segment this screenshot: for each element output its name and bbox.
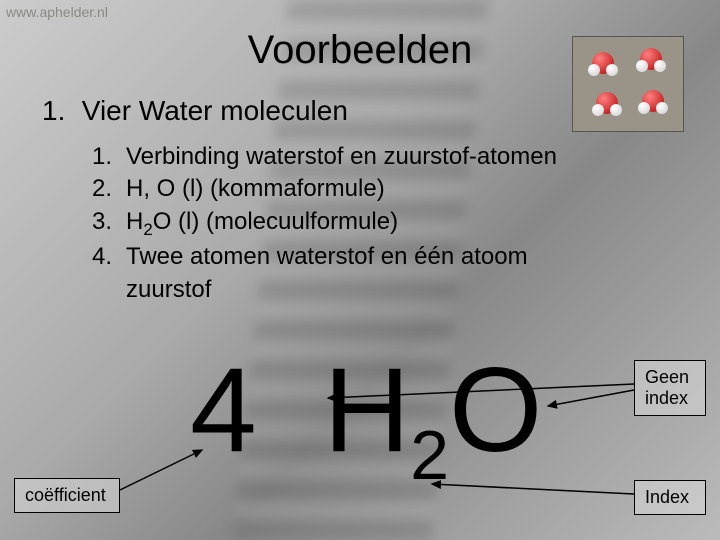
formula-element-h: H [323, 343, 410, 477]
molecule-thumbnail [572, 36, 684, 132]
sub-item-number: 2. [92, 173, 126, 205]
sub-list: 1.Verbinding waterstof en zuurstof-atome… [92, 141, 720, 306]
sub-item-text: H, O (l) (kommaformule) [126, 173, 385, 205]
formula-subscript: 2 [410, 416, 449, 494]
label-index: Index [634, 480, 706, 515]
sub-list-item: 1.Verbinding waterstof en zuurstof-atome… [92, 141, 720, 173]
chemical-formula: 4 H2O [190, 350, 542, 470]
sub-item-text: Twee atomen waterstof en één atoom zuurs… [126, 241, 596, 306]
main-item-number: 1. [42, 95, 74, 127]
sub-item-text: H2O (l) (molecuulformule) [126, 206, 398, 241]
slide-content: Voorbeelden 1. Vier Water moleculen 1.Ve… [0, 0, 720, 540]
sub-item-number: 1. [92, 141, 126, 173]
formula-element-o: O [449, 343, 542, 477]
sub-list-item: 3.H2O (l) (molecuulformule) [92, 206, 720, 241]
sub-item-number: 3. [92, 206, 126, 241]
sub-item-number: 4. [92, 241, 126, 306]
sub-list-item: 2.H, O (l) (kommaformule) [92, 173, 720, 205]
main-item-text: Vier Water moleculen [82, 95, 348, 126]
watermark: www.aphelder.nl [6, 4, 108, 20]
label-coefficient: coëfficient [14, 478, 120, 513]
label-no-index: Geen index [634, 360, 706, 416]
sub-list-item: 4.Twee atomen waterstof en één atoom zuu… [92, 241, 720, 306]
sub-item-text: Verbinding waterstof en zuurstof-atomen [126, 141, 557, 173]
formula-coefficient: 4 [190, 343, 257, 477]
